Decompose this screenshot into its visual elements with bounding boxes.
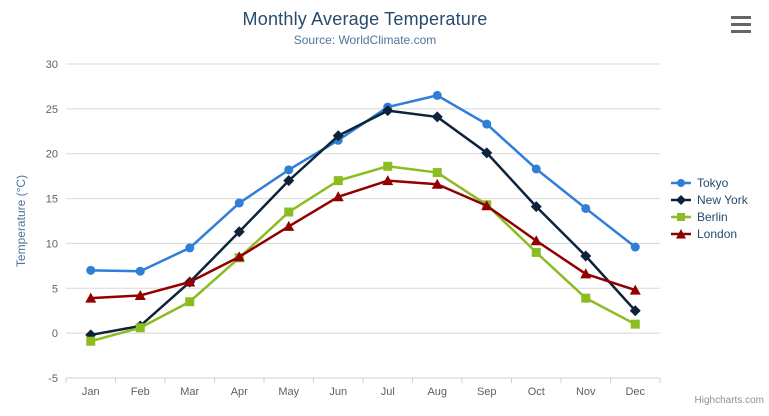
- data-point-new-york-nov[interactable]: [580, 250, 592, 262]
- series-tokyo: [86, 90, 640, 276]
- data-point-new-york-jul[interactable]: [382, 105, 394, 117]
- circle-legend-marker-icon: [671, 178, 691, 187]
- legend-label: Berlin: [697, 209, 728, 224]
- data-point-berlin-may[interactable]: [284, 207, 294, 217]
- data-point-berlin-nov[interactable]: [581, 293, 591, 303]
- data-point-london-sep[interactable]: [481, 200, 493, 211]
- legend-item-berlin[interactable]: Berlin: [670, 208, 748, 225]
- legend-item-new-york[interactable]: New York: [670, 191, 748, 208]
- y-axis-label: -5: [48, 373, 58, 385]
- data-point-london-oct[interactable]: [530, 235, 542, 246]
- series-line-new-york: [89, 109, 637, 337]
- data-point-tokyo-oct[interactable]: [531, 164, 541, 174]
- y-axis-label: 0: [52, 328, 58, 340]
- data-point-london-apr[interactable]: [233, 251, 245, 262]
- y-axis-label: 15: [46, 194, 58, 206]
- x-axis-label: Jan: [82, 386, 100, 398]
- data-point-tokyo-dec[interactable]: [630, 242, 640, 252]
- series-line-tokyo: [89, 94, 637, 273]
- data-point-berlin-feb[interactable]: [135, 323, 145, 333]
- data-point-tokyo-aug[interactable]: [432, 90, 442, 100]
- x-axis-label: Dec: [625, 386, 645, 398]
- data-point-new-york-apr[interactable]: [233, 226, 245, 238]
- x-axis-label: Sep: [477, 386, 497, 398]
- x-axis-label: May: [278, 386, 299, 398]
- data-point-berlin-dec[interactable]: [630, 319, 640, 329]
- chart-subtitle: Source: WorldClimate.com: [293, 33, 437, 47]
- series-london: [85, 175, 641, 303]
- legend: Tokyo New York Berlin London: [670, 174, 748, 242]
- data-point-london-jan[interactable]: [85, 292, 97, 303]
- data-point-berlin-jan[interactable]: [86, 336, 96, 346]
- series-line-berlin: [89, 165, 637, 343]
- data-point-berlin-jul[interactable]: [383, 161, 393, 171]
- x-axis-label: Jun: [329, 386, 347, 398]
- x-axis-label: Mar: [180, 386, 199, 398]
- credits-link[interactable]: Highcharts.com: [694, 395, 764, 406]
- x-axis-label: Nov: [576, 386, 596, 398]
- legend-label: London: [697, 226, 738, 241]
- data-point-berlin-jun[interactable]: [333, 176, 343, 186]
- data-point-london-feb[interactable]: [134, 289, 146, 300]
- y-axis-label: 10: [46, 238, 58, 250]
- legend-label: New York: [697, 192, 748, 207]
- data-point-tokyo-feb[interactable]: [135, 266, 145, 276]
- data-point-new-york-may[interactable]: [283, 175, 295, 187]
- y-axis-label: 30: [46, 59, 58, 71]
- diamond-legend-marker-icon: [671, 194, 691, 205]
- x-axis-label: Apr: [231, 386, 248, 398]
- data-point-tokyo-jan[interactable]: [86, 265, 96, 275]
- data-point-new-york-sep[interactable]: [481, 147, 493, 159]
- data-point-london-dec[interactable]: [629, 284, 641, 295]
- data-point-new-york-oct[interactable]: [530, 201, 542, 213]
- x-axis-label: Oct: [528, 386, 545, 398]
- x-axis-label: Jul: [381, 386, 395, 398]
- legend-label: Tokyo: [697, 175, 729, 190]
- legend-item-tokyo[interactable]: Tokyo: [670, 174, 748, 191]
- legend-item-london[interactable]: London: [670, 225, 748, 242]
- y-axis-label: 25: [46, 104, 58, 116]
- series-line-london: [89, 179, 637, 300]
- hamburger-icon: [731, 16, 751, 33]
- data-point-new-york-dec[interactable]: [629, 305, 641, 317]
- triangle-legend-marker-icon: [671, 228, 691, 238]
- y-axis-label: 20: [46, 149, 58, 161]
- data-point-tokyo-nov[interactable]: [581, 203, 591, 213]
- data-point-new-york-jun[interactable]: [332, 130, 344, 142]
- data-point-berlin-aug[interactable]: [432, 168, 442, 178]
- chart-context-menu-button[interactable]: [729, 14, 753, 36]
- x-axis-label: Aug: [427, 386, 447, 398]
- data-point-tokyo-may[interactable]: [284, 165, 294, 175]
- data-point-london-jul[interactable]: [382, 175, 394, 186]
- data-point-tokyo-apr[interactable]: [234, 198, 244, 208]
- data-point-london-mar[interactable]: [184, 276, 196, 287]
- x-axis-label: Feb: [131, 386, 150, 398]
- data-point-berlin-oct[interactable]: [531, 247, 541, 257]
- data-point-tokyo-sep[interactable]: [482, 119, 492, 129]
- data-point-new-york-aug[interactable]: [431, 111, 443, 123]
- data-point-london-may[interactable]: [283, 220, 295, 231]
- data-point-london-nov[interactable]: [580, 268, 592, 279]
- y-axis-label: 5: [52, 283, 58, 295]
- chart-title: Monthly Average Temperature: [242, 9, 488, 29]
- series-new-york: [85, 105, 641, 341]
- data-point-berlin-mar[interactable]: [185, 297, 195, 307]
- square-legend-marker-icon: [671, 212, 691, 221]
- data-point-london-aug[interactable]: [431, 178, 443, 189]
- data-point-tokyo-mar[interactable]: [185, 243, 195, 253]
- data-point-london-jun[interactable]: [332, 191, 344, 202]
